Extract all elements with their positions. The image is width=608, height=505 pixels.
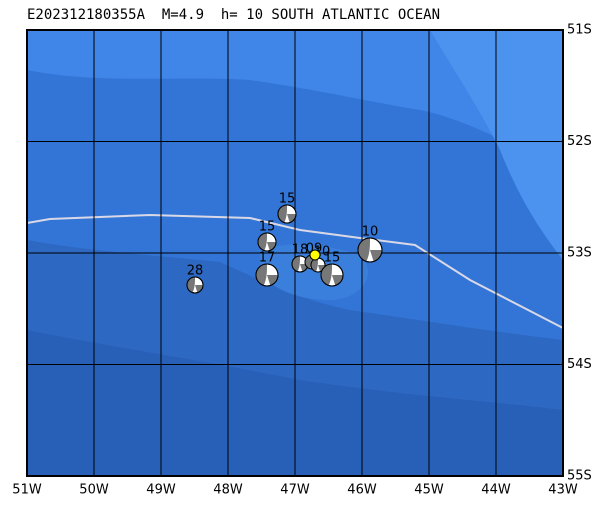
lat-label: 53S [567,246,592,261]
lon-label: 48W [213,483,243,498]
trench-line [26,213,564,329]
lat-label: 52S [567,134,592,149]
beachball-quadrant [278,205,287,223]
beachball-quadrant [318,265,325,272]
lon-label: 43W [548,483,578,498]
beachball [255,263,279,287]
beachball-outline [186,276,204,294]
depth-label: 28 [187,264,204,279]
map-frame [26,29,564,477]
beachball-outline [255,263,279,287]
main-event [309,249,321,261]
beachball-outline [277,204,297,224]
beachball-quadrant [305,255,312,269]
lat-label: 55S [567,469,592,484]
beachball-quadrant [187,277,195,293]
depth-label: 15 [279,192,296,207]
beachball-quadrant [256,264,267,286]
beachball [357,237,383,263]
lon-label: 45W [414,483,444,498]
beachball-quadrant [311,258,318,272]
beachball-quadrant [267,275,278,286]
depth-label: 15 [259,220,276,235]
lon-label: 50W [79,483,109,498]
beachball-quadrant [195,285,203,293]
depth-label: 17 [259,251,276,266]
lon-label: 46W [347,483,377,498]
beachball [291,255,309,273]
beachball-outline [257,232,277,252]
beachball [277,204,297,224]
lon-label: 47W [280,483,310,498]
beachball-quadrant [358,238,370,262]
title: E202312180355A M=4.9 h= 10 SOUTH ATLANTI… [27,7,440,23]
beachball-quadrant [287,214,296,223]
beachball [186,276,204,294]
beachball-quadrant [332,275,343,286]
lon-label: 51W [12,483,42,498]
beachball-quadrant [321,264,332,286]
beachball-outline [320,263,344,287]
beachball-outline [357,237,383,263]
beachball-quadrant [292,256,300,272]
depth-label: 18 [292,243,309,258]
depth-label: 10 [362,225,379,240]
beachball [320,263,344,287]
beachball-quadrant [370,250,382,262]
lat-label: 51S [567,23,592,38]
lon-label: 49W [146,483,176,498]
lon-label: 44W [481,483,511,498]
lat-label: 54S [567,357,592,372]
beachball [257,232,277,252]
beachball-quadrant [267,242,276,251]
depth-label: 15 [324,251,341,266]
beachball-quadrant [258,233,267,251]
